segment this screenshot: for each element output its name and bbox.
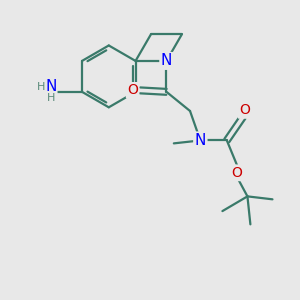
- Text: N: N: [45, 79, 57, 94]
- Text: N: N: [161, 53, 172, 68]
- Text: O: O: [232, 166, 243, 180]
- Text: O: O: [127, 83, 138, 98]
- Text: O: O: [239, 103, 250, 117]
- Text: N: N: [195, 133, 206, 148]
- Text: H: H: [47, 93, 55, 103]
- Text: H: H: [37, 82, 45, 92]
